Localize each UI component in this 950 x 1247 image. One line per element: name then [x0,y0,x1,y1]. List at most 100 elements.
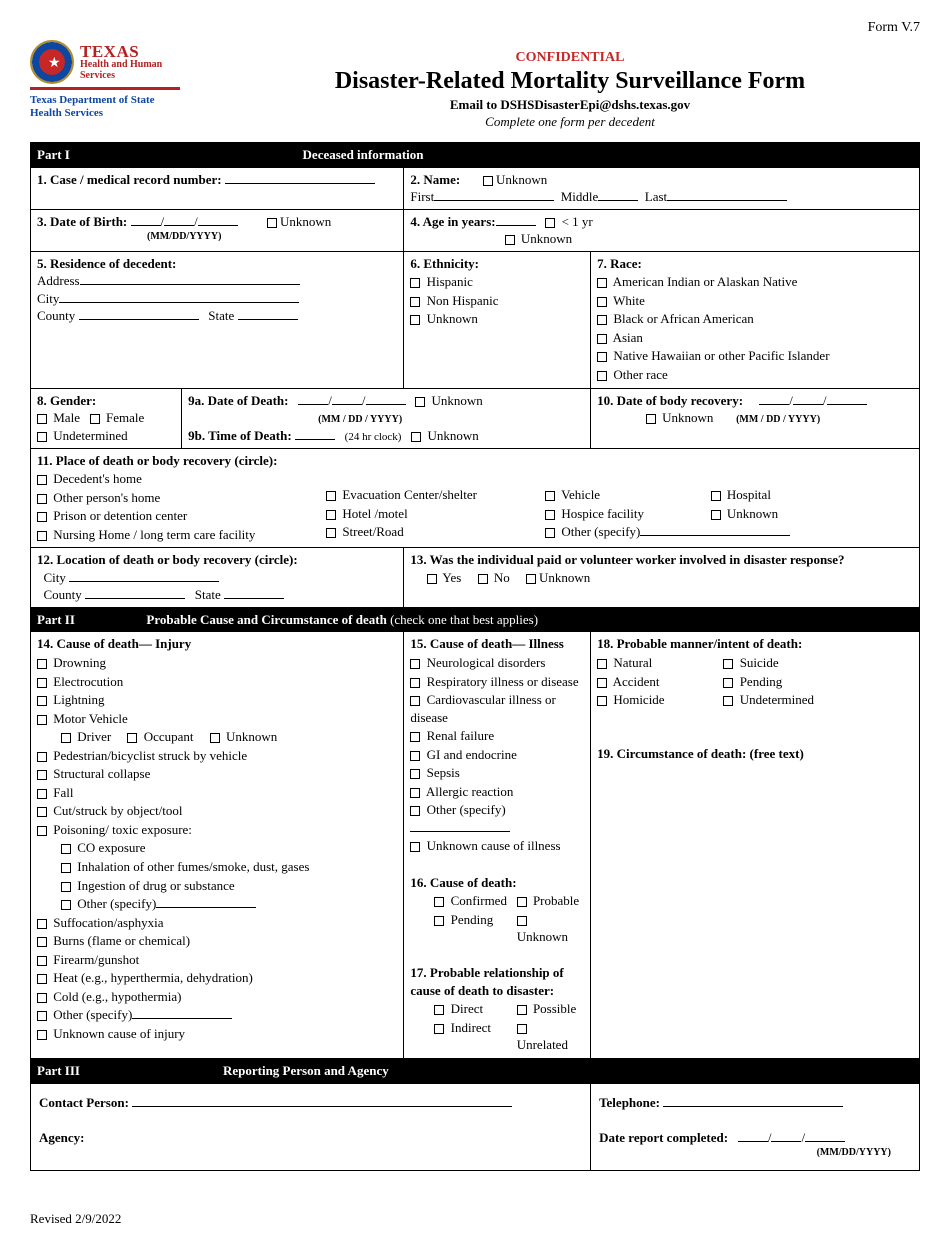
q10-unknown-cb[interactable] [646,414,656,424]
q14a-cb-2[interactable] [37,696,47,706]
q9a-unknown-cb[interactable] [415,397,425,407]
q11c1-cb-1[interactable] [37,494,47,504]
q15-cb-7[interactable] [410,806,420,816]
q15-cb-0[interactable] [410,659,420,669]
q17r-cb-1[interactable] [517,1024,527,1034]
q11c1-cb-2[interactable] [37,512,47,522]
q14a-cb-3[interactable] [37,715,47,725]
q13-yes-cb[interactable] [427,574,437,584]
q14c-cb-1[interactable] [37,937,47,947]
q6-cb-0[interactable] [410,278,420,288]
q13-no-cb[interactable] [478,574,488,584]
q14b-cb-2[interactable] [37,789,47,799]
q1-cell[interactable]: 1. Case / medical record number: [31,167,404,209]
q14b-cb-1[interactable] [37,770,47,780]
q14p-cb-3[interactable] [61,900,71,910]
q18r-cb-1[interactable] [723,678,733,688]
q15-cb-8[interactable] [410,842,420,852]
q7-cb-4[interactable] [597,352,607,362]
q13-cell[interactable]: 13. Was the individual paid or volunteer… [404,548,920,608]
q14c-cb-6[interactable] [37,1030,47,1040]
q8-female-cb[interactable] [90,414,100,424]
q3-cell[interactable]: 3. Date of Birth: // Unknown (MM/DD/YYYY… [31,209,404,251]
q14c-cb-0[interactable] [37,919,47,929]
q11c3b-cb-0[interactable] [711,491,721,501]
q8-male-cb[interactable] [37,414,47,424]
q14b-cb-4[interactable] [37,826,47,836]
q18r-cb-2[interactable] [723,696,733,706]
q15-cb-4[interactable] [410,751,420,761]
q16l-cb-1[interactable] [434,916,444,926]
q18l-cb-2[interactable] [597,696,607,706]
q8-cell[interactable]: 8. Gender: Male Female Undetermined [31,388,182,448]
q14-mv-driver-cb[interactable] [61,733,71,743]
q9-cell[interactable]: 9a. Date of Death: // Unknown (MM / DD /… [182,388,591,448]
q13-unk-cb[interactable] [526,574,536,584]
q14p-cb-2[interactable] [61,882,71,892]
q8-undet-cb[interactable] [37,432,47,442]
q14b-cb-3[interactable] [37,807,47,817]
q4-unknown-cb[interactable] [505,235,515,245]
q14c-cb-3[interactable] [37,974,47,984]
q6-cb-2[interactable] [410,315,420,325]
q18r-cb-0[interactable] [723,659,733,669]
q18l-cb-1[interactable] [597,678,607,688]
q5-cell[interactable]: 5. Residence of decedent: Address City C… [31,251,404,388]
q14p-cb-0[interactable] [61,844,71,854]
q6-cell[interactable]: 6. Ethnicity: Hispanic Non Hispanic Unkn… [404,251,591,388]
q17r-cb-0[interactable] [517,1005,527,1015]
q11c1-cb-0[interactable] [37,475,47,485]
q14c-cb-4[interactable] [37,993,47,1003]
q11-other-cb[interactable] [545,528,555,538]
q14a-cb-0[interactable] [37,659,47,669]
q14-mv-unk-cb[interactable] [210,733,220,743]
q14-cell[interactable]: 14. Cause of death— Injury Drowning Elec… [31,632,404,1059]
q15-cb-5[interactable] [410,769,420,779]
q14b-cb-0[interactable] [37,752,47,762]
q14c-cb-2[interactable] [37,956,47,966]
q16r-cb-0[interactable] [517,897,527,907]
q15-cb-3[interactable] [410,732,420,742]
q3-unknown-cb[interactable] [267,218,277,228]
q15-17-cell[interactable]: 15. Cause of death— Illness Neurological… [404,632,591,1059]
q16r-cb-1[interactable] [517,916,527,926]
q18l-lbl-0: Natural [610,655,652,670]
q17l-cb-0[interactable] [434,1005,444,1015]
q15-cb-1[interactable] [410,678,420,688]
q18-19-cell[interactable]: 18. Probable manner/intent of death: Nat… [591,632,920,1059]
q14-mv-occ-cb[interactable] [127,733,137,743]
q14b-lbl-2: Fall [50,785,73,800]
q11c2-cb-2[interactable] [326,528,336,538]
q2-cell[interactable]: 2. Name: Unknown First Middle Last [404,167,920,209]
q14p-cb-1[interactable] [61,863,71,873]
q7-cb-2[interactable] [597,315,607,325]
q10-cell[interactable]: 10. Date of body recovery: // Unknown (M… [591,388,920,448]
q15-cb-6[interactable] [410,788,420,798]
q12-cell[interactable]: 12. Location of death or body recovery (… [31,548,404,608]
q4-lt1-cb[interactable] [545,218,555,228]
contact-cell[interactable]: Contact Person: Agency: [31,1083,591,1170]
q7-cb-5[interactable] [597,371,607,381]
q2-unknown-cb[interactable] [483,176,493,186]
q7-cb-3[interactable] [597,334,607,344]
q6-cb-1[interactable] [410,297,420,307]
q11c3a-cb-1[interactable] [545,510,555,520]
q7-cell[interactable]: 7. Race: American Indian or Alaskan Nati… [591,251,920,388]
q11c3a-cb-0[interactable] [545,491,555,501]
q7-cb-1[interactable] [597,297,607,307]
q9b-unknown-cb[interactable] [411,432,421,442]
q11c1-cb-3[interactable] [37,531,47,541]
q11c2-cb-0[interactable] [326,491,336,501]
tel-date-cell[interactable]: Telephone: Date report completed: // (MM… [591,1083,920,1170]
q16l-cb-0[interactable] [434,897,444,907]
q17l-cb-1[interactable] [434,1024,444,1034]
q14c-cb-5[interactable] [37,1011,47,1021]
q18l-cb-0[interactable] [597,659,607,669]
q7-cb-0[interactable] [597,278,607,288]
q14a-cb-1[interactable] [37,678,47,688]
q4-cell[interactable]: 4. Age in years: < 1 yr Unknown [404,209,920,251]
q11c3b-cb-1[interactable] [711,510,721,520]
q11-cell[interactable]: 11. Place of death or body recovery (cir… [31,448,920,548]
q15-cb-2[interactable] [410,696,420,706]
q11c2-cb-1[interactable] [326,510,336,520]
